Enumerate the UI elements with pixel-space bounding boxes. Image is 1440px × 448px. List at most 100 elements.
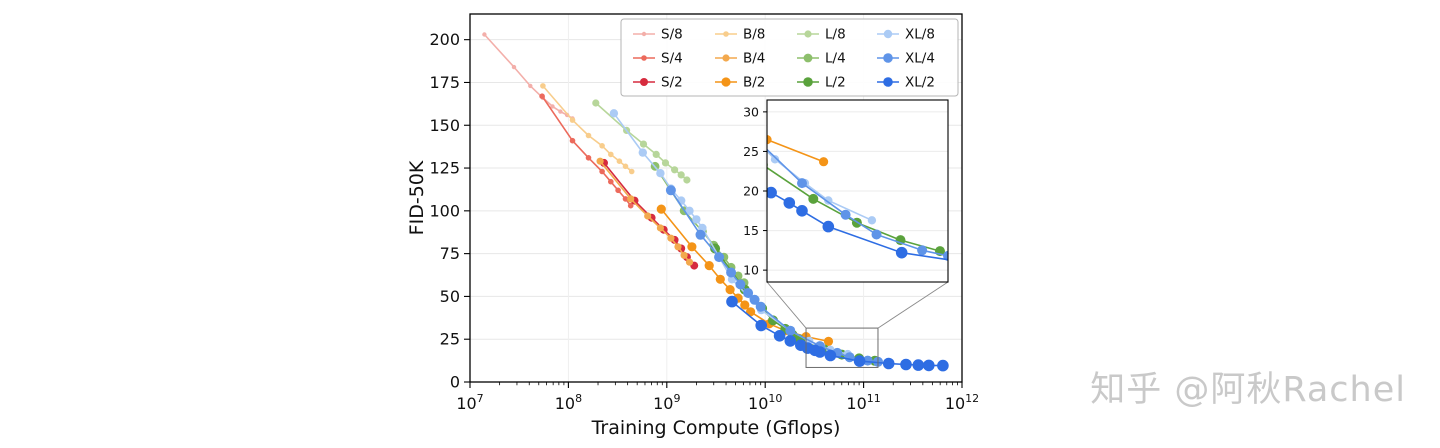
data-point: [596, 157, 604, 165]
legend-item-S/4: S/4: [633, 51, 683, 67]
legend-label: B/8: [743, 27, 765, 43]
legend-item-B/4: B/4: [715, 51, 765, 67]
data-point: [599, 143, 605, 149]
data-point: [585, 132, 592, 139]
legend-marker: [721, 77, 731, 87]
legend-label: S/4: [661, 51, 683, 67]
inset-border: [766, 99, 949, 283]
inset-series-B/2: [767, 135, 829, 167]
legend-label: B/4: [743, 51, 765, 67]
x-tick-label: 1012: [945, 392, 979, 413]
legend-label: S/8: [661, 27, 683, 43]
data-point: [784, 335, 797, 347]
y-tick-label: 25: [440, 330, 460, 349]
y-tick-label: 0: [450, 373, 460, 392]
data-point: [692, 215, 701, 224]
data-point: [923, 359, 935, 372]
inset-y-tick-label: 25: [743, 144, 759, 159]
legend-label: XL/4: [905, 51, 935, 67]
data-point: [824, 349, 837, 362]
legend-item-L/4: L/4: [797, 51, 846, 67]
plot-border: [469, 13, 963, 383]
data-point: [540, 83, 546, 89]
data-point: [937, 359, 949, 372]
inset-series-XL/8: [767, 150, 877, 225]
legend-item-B/8: B/8: [715, 27, 765, 43]
data-point: [726, 267, 737, 278]
data-point: [656, 224, 665, 232]
legend-marker: [640, 78, 648, 86]
legend-marker: [803, 53, 813, 63]
data-point: [912, 359, 925, 371]
legend-marker: [883, 29, 893, 39]
x-tick-label: 1011: [846, 392, 880, 413]
legend-marker: [804, 30, 812, 38]
x-tick-label: 109: [653, 392, 680, 413]
data-point: [528, 83, 533, 89]
data-point: [844, 352, 855, 363]
watermark: 知乎 @阿秋Rachel: [1090, 370, 1406, 410]
series-S/4: [539, 93, 634, 209]
y-axis-label: FID-50K: [406, 160, 428, 235]
data-point: [665, 185, 676, 196]
x-tick-label: 1010: [748, 392, 782, 413]
data-point: [743, 288, 754, 298]
data-point: [704, 261, 714, 271]
inset-y-tick-label: 10: [743, 263, 759, 278]
data-point: [671, 166, 679, 174]
data-point: [677, 171, 685, 179]
legend-label: L/8: [825, 27, 846, 43]
series-XL/2: [726, 295, 949, 372]
legend-label: B/2: [743, 75, 765, 91]
data-point: [558, 109, 563, 114]
data-point: [740, 300, 750, 310]
data-point: [715, 274, 725, 284]
x-tick-label: 108: [555, 392, 582, 413]
data-point: [628, 168, 635, 175]
x-tick-label: 107: [456, 392, 483, 413]
data-point: [599, 168, 605, 175]
axis-ticks: 107 108 109 1010 1011 1012 0 25 50 75 100 125 150 175…: [429, 30, 979, 413]
data-point: [609, 109, 619, 118]
series-XL/4: [665, 185, 883, 367]
series-L/8: [592, 99, 691, 184]
data-point: [900, 358, 912, 371]
data-point: [608, 178, 614, 185]
data-point: [683, 176, 691, 184]
data-point: [714, 252, 725, 263]
data-point: [569, 117, 576, 123]
zoom-indicator: [766, 281, 949, 368]
legend-item-L/8: L/8: [797, 27, 846, 43]
data-point: [685, 258, 694, 266]
data-point: [853, 355, 866, 367]
legend-item-B/2: B/2: [715, 75, 765, 91]
data-point: [644, 212, 652, 220]
legend-item-XL/4: XL/4: [877, 51, 935, 67]
data-point: [667, 234, 675, 242]
inset-series-XL/2: [767, 186, 948, 261]
data-point: [511, 64, 517, 70]
data-point: [539, 93, 545, 99]
data-point: [656, 204, 666, 214]
data-point: [755, 319, 767, 332]
data-point: [627, 202, 634, 209]
legend-marker: [723, 31, 729, 37]
data-point: [687, 242, 697, 252]
data-point: [749, 294, 760, 305]
data-point: [656, 169, 665, 178]
inset-y-tick-label: 30: [743, 104, 759, 119]
data-point: [725, 285, 735, 295]
data-point: [680, 251, 688, 259]
data-point: [638, 148, 647, 157]
legend-item-S/8: S/8: [633, 27, 683, 43]
legend-item-XL/8: XL/8: [877, 27, 935, 43]
x-axis-label: Training Compute (Gflops): [591, 417, 841, 439]
series-B/8: [540, 83, 635, 175]
data-point: [622, 163, 629, 170]
y-tick-label: 175: [429, 73, 460, 92]
data-point: [823, 336, 834, 346]
inset-plot: 10 15 20 25 30: [743, 99, 949, 283]
data-point: [592, 99, 600, 107]
data-point: [616, 158, 623, 164]
